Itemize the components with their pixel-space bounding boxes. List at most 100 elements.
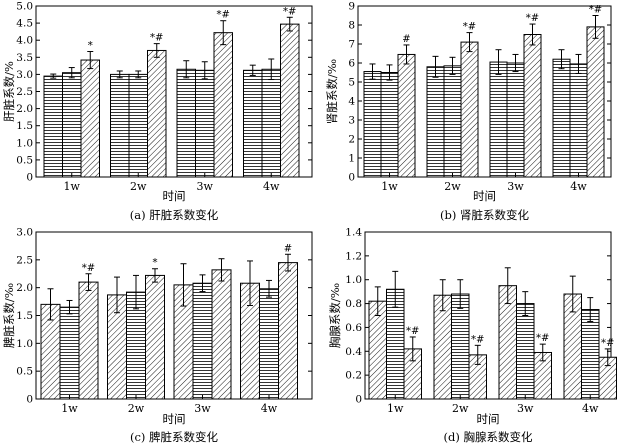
y-tick-label: 4.0	[16, 35, 33, 47]
chart-panel-a: 00.51.01.52.02.53.03.54.04.55.0 **#*# *# …	[2, 1, 313, 222]
x-tick-label: 4w	[263, 180, 280, 193]
bar-group-2	[62, 72, 82, 178]
x-tick-label: 2w	[444, 180, 461, 193]
y-tick-label: 1.0	[345, 274, 362, 286]
x-axis-ticks: 1w 2w 3w 4w	[61, 395, 278, 415]
y-axis-ticks: 0 0.5 1.0 1.5 2.0 2.5 3.0	[16, 227, 312, 406]
panel-caption: (c) 脾脏系数变化	[130, 430, 219, 444]
bar-group-3	[78, 281, 99, 400]
bar-group-2	[59, 306, 80, 400]
bar-group-3	[586, 26, 605, 178]
x-axis-label: 时间	[473, 189, 496, 203]
x-tick-label: 1w	[64, 180, 81, 193]
significance-mark: *#	[471, 334, 484, 345]
x-tick-label: 1w	[381, 180, 398, 193]
chart-panel-c: 00.51.01.52.02.53.0 *# *# 1w 2w 3w 4w 时间 (c)…	[2, 227, 313, 444]
y-tick-label: 2	[348, 134, 355, 146]
bars: # *# *# *#	[363, 5, 605, 178]
bar-group-1	[552, 58, 571, 178]
panel-caption: (b) 肾脏系数变化	[440, 208, 529, 222]
x-axis-label: 时间	[163, 189, 186, 203]
y-tick-label: 3.5	[16, 52, 33, 64]
bar-group-2	[516, 303, 535, 400]
bars: *# *#	[40, 243, 298, 400]
x-tick-label: 2w	[128, 402, 145, 415]
significance-mark: *#	[526, 13, 539, 24]
bar-group-1	[110, 73, 130, 178]
x-tick-label: 3w	[197, 180, 214, 193]
y-tick-label: 2.0	[16, 282, 33, 294]
y-tick-label: 0.5	[16, 154, 33, 166]
y-tick-label: 2.0	[16, 103, 33, 115]
y-tick-label: 7	[348, 39, 355, 51]
bar-group-1	[176, 68, 196, 178]
y-tick-label: 5.0	[16, 1, 33, 13]
y-tick-label: 6	[348, 58, 355, 70]
y-tick-label: 9	[348, 1, 355, 13]
x-tick-label: 4w	[582, 402, 599, 415]
bar-group-1	[363, 71, 382, 178]
y-axis-label: 脾脏系数/‰	[2, 283, 16, 348]
y-axis-ticks: 0 0.5 1.0 1.5 2.0 2.5 3.0 3.5 4.0 4.5 5.0	[16, 1, 312, 184]
significance-mark: #	[402, 34, 410, 45]
bar-group-1	[43, 75, 63, 178]
significance-mark: *#	[150, 33, 163, 44]
panel-caption: (a) 肝脏系数变化	[130, 208, 219, 222]
y-tick-label: 1	[348, 153, 355, 165]
y-tick-label: 0.5	[16, 366, 33, 378]
x-tick-label: 3w	[194, 402, 211, 415]
y-tick-label: 1.0	[16, 137, 33, 149]
y-tick-label: 0.4	[345, 346, 362, 358]
y-tick-label: 1.4	[345, 227, 362, 239]
y-tick-label: 5	[348, 77, 355, 89]
bar-group-2	[261, 68, 281, 178]
bar-group-2	[451, 293, 470, 400]
x-axis-ticks: 1w 2w 3w 4w	[64, 173, 280, 193]
y-tick-label: 3.0	[16, 227, 33, 239]
bar-group-3	[147, 49, 167, 178]
y-tick-label: 0	[26, 172, 33, 184]
y-tick-label: 3	[348, 115, 355, 127]
bar-group-2	[581, 309, 600, 400]
chart-panel-d: 0 0.2 0.4 0.6 0.8 1.0 1.2 1.4 *# *# *# *# 1w 2w 3w 4w…	[328, 227, 617, 444]
y-tick-label: 0	[355, 394, 362, 406]
y-tick-label: 2.5	[16, 86, 33, 98]
bar-group-2	[506, 62, 525, 178]
bar-group-3	[460, 41, 479, 178]
x-tick-label: 3w	[507, 180, 524, 193]
x-axis-ticks: 1w 2w 3w 4w	[381, 173, 587, 193]
x-tick-label: 4w	[570, 180, 587, 193]
y-axis-label: 肾脏系数/‰	[325, 59, 339, 124]
y-axis-label: 肝脏系数/%	[2, 61, 16, 122]
bar-group-3	[213, 32, 233, 178]
plot-frame	[364, 231, 612, 400]
bars: *# *# *# *#	[368, 267, 617, 400]
y-tick-label: 0.2	[345, 370, 362, 382]
bar-group-2	[259, 288, 279, 400]
significance-mark: #	[284, 243, 292, 254]
bar-group-3	[211, 269, 232, 400]
bar-group-3	[145, 274, 165, 400]
significance-mark: *#	[217, 10, 230, 21]
significance-mark: *#	[536, 333, 549, 344]
y-axis-label: 胸腺系数/‰	[328, 283, 342, 348]
y-axis-ticks: 0 1 2 3 4 5 6 7 8 9	[348, 1, 611, 184]
bar-group-3	[280, 23, 300, 178]
bar-group-3	[397, 53, 416, 178]
significance-mark: *#	[406, 326, 419, 337]
x-tick-label: 1w	[387, 402, 404, 415]
bar-group-3	[278, 262, 298, 400]
y-tick-label: 0	[348, 172, 355, 184]
bar-group-1	[489, 61, 508, 178]
x-tick-label: 1w	[61, 402, 78, 415]
significance-mark: *#	[463, 22, 476, 33]
bar-group-2	[128, 73, 148, 178]
bar-group-3	[80, 59, 100, 178]
y-tick-label: 1.2	[345, 250, 362, 262]
bar-group-2	[380, 72, 399, 178]
plot-frame	[357, 5, 612, 178]
y-tick-label: 1.5	[16, 310, 33, 322]
x-axis-label: 时间	[477, 412, 500, 426]
y-tick-label: 0.8	[345, 298, 362, 310]
